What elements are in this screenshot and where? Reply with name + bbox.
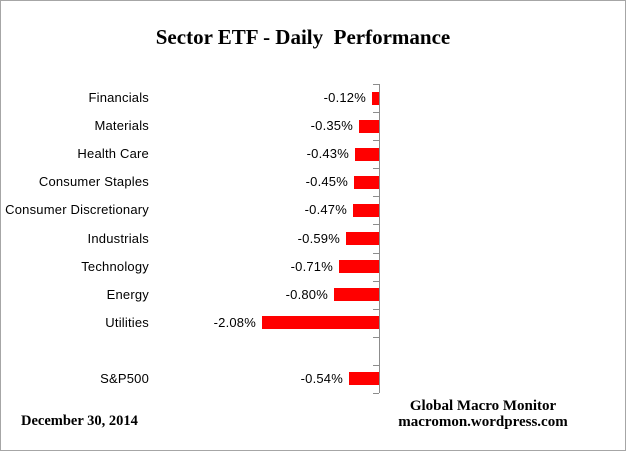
axis-tick — [373, 84, 379, 85]
axis-tick — [373, 224, 379, 225]
value-label-health-care: -0.43% — [306, 146, 349, 161]
category-label-s-p500: S&P500 — [100, 371, 149, 386]
value-label-s-p500: -0.54% — [300, 371, 343, 386]
axis-tick — [373, 337, 379, 338]
bar-materials — [359, 120, 379, 133]
bar-technology — [339, 260, 379, 273]
date-label: December 30, 2014 — [21, 413, 138, 429]
category-label-financials: Financials — [88, 90, 149, 105]
bar-energy — [334, 288, 379, 301]
bar-consumer-discretionary — [353, 204, 379, 217]
category-label-utilities: Utilities — [105, 315, 149, 330]
category-label-consumer-staples: Consumer Staples — [38, 174, 149, 189]
category-label-energy: Energy — [106, 287, 149, 302]
chart-title: Sector ETF - Daily Performance — [155, 25, 451, 49]
credit-line-1: Global Macro Monitor — [409, 398, 557, 414]
value-label-consumer-staples: -0.45% — [305, 174, 348, 189]
bar-industrials — [346, 232, 379, 245]
axis-tick — [373, 112, 379, 113]
value-label-utilities: -2.08% — [213, 315, 256, 330]
category-label-health-care: Health Care — [77, 146, 149, 161]
axis-tick — [373, 253, 379, 254]
value-label-industrials: -0.59% — [297, 231, 340, 246]
axis-tick — [373, 309, 379, 310]
value-label-financials: -0.12% — [323, 90, 366, 105]
axis-tick — [373, 365, 379, 366]
value-label-energy: -0.80% — [285, 287, 328, 302]
category-label-industrials: Industrials — [87, 231, 149, 246]
category-label-materials: Materials — [94, 118, 149, 133]
bar-consumer-staples — [354, 176, 379, 189]
value-label-materials: -0.35% — [310, 118, 353, 133]
category-label-technology: Technology — [81, 259, 149, 274]
axis-tick — [373, 196, 379, 197]
axis-tick — [373, 393, 379, 394]
credit-line-2: macromon.wordpress.com — [398, 413, 568, 430]
bar-s-p500 — [349, 372, 379, 385]
value-label-consumer-discretionary: -0.47% — [304, 202, 347, 217]
bar-financials — [372, 92, 379, 105]
axis-tick — [373, 281, 379, 282]
axis-tick — [373, 168, 379, 169]
bar-utilities — [262, 316, 379, 329]
credit-block: Global Macro Monitor macromon.wordpress.… — [383, 398, 583, 430]
category-label-consumer-discretionary: Consumer Discretionary — [5, 202, 149, 217]
category-axis-line — [379, 84, 380, 393]
value-label-technology: -0.71% — [290, 259, 333, 274]
axis-tick — [373, 140, 379, 141]
bar-health-care — [355, 148, 379, 161]
